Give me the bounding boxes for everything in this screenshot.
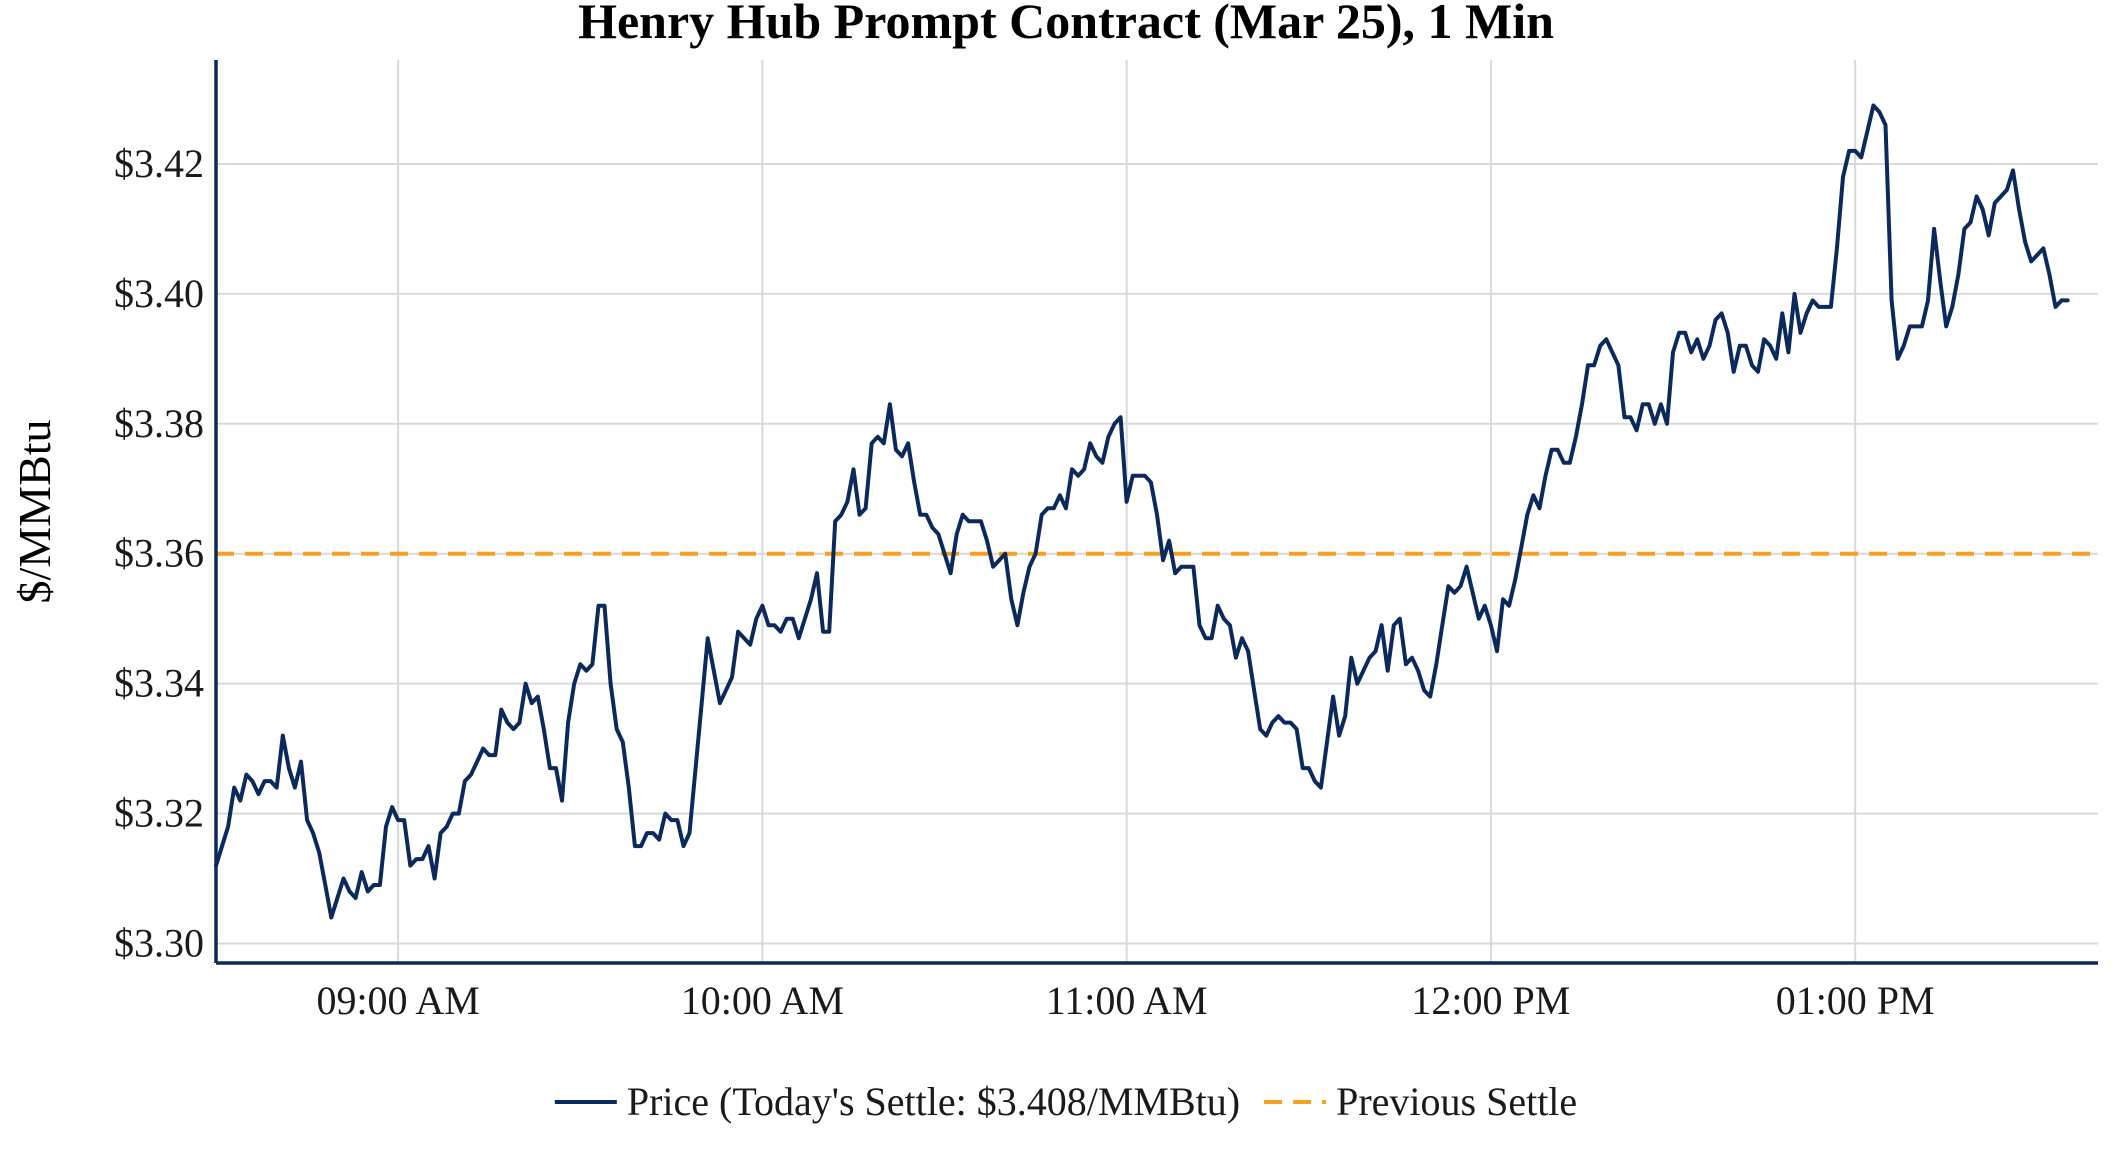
legend-label: Previous Settle bbox=[1336, 1079, 1577, 1124]
x-tick-label: 01:00 PM bbox=[1776, 978, 1935, 1023]
legend-item: Price (Today's Settle: $3.408/MMBtu) bbox=[554, 1079, 1240, 1124]
x-tick-label: 09:00 AM bbox=[316, 978, 479, 1023]
chart-legend: Price (Today's Settle: $3.408/MMBtu) Prev… bbox=[554, 1079, 1577, 1124]
chart-title: Henry Hub Prompt Contract (Mar 25), 1 Mi… bbox=[578, 0, 1554, 49]
y-tick-label: $3.38 bbox=[114, 401, 204, 446]
y-tick-label: $3.40 bbox=[114, 271, 204, 316]
price-series-line bbox=[214, 103, 2070, 920]
x-tick-labels: 09:00 AM 10:00 AM 11:00 AM 12:00 PM 01:00 PM bbox=[316, 978, 1934, 1023]
legend-item: Previous Settle bbox=[1264, 1079, 1577, 1124]
y-tick-label: $3.30 bbox=[114, 921, 204, 966]
chart-series bbox=[214, 103, 2070, 920]
x-tick-label: 11:00 AM bbox=[1046, 978, 1208, 1023]
y-tick-labels: $3.30 $3.32 $3.34 $3.36 $3.38 $3.40 $3.42 bbox=[114, 141, 204, 966]
chart-axes bbox=[214, 60, 2098, 965]
legend-label: Price (Today's Settle: $3.408/MMBtu) bbox=[627, 1079, 1240, 1124]
chart-gridlines bbox=[216, 60, 2098, 963]
y-tick-label: $3.32 bbox=[114, 791, 204, 836]
x-tick-label: 12:00 PM bbox=[1411, 978, 1570, 1023]
y-tick-label: $3.42 bbox=[114, 141, 204, 186]
y-axis-label: $/MMBtu bbox=[9, 419, 60, 603]
y-tick-label: $3.36 bbox=[114, 531, 204, 576]
y-tick-label: $3.34 bbox=[114, 661, 204, 706]
x-tick-label: 10:00 AM bbox=[681, 978, 844, 1023]
